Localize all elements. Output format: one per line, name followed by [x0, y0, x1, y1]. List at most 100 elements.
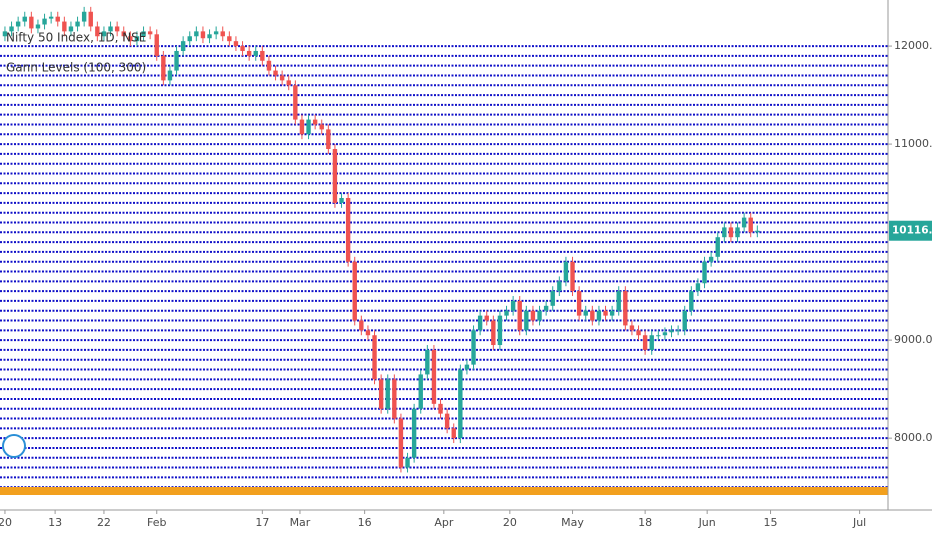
- candle-body: [128, 36, 133, 42]
- candle-body: [365, 330, 371, 336]
- x-tick-label: Apr: [434, 516, 454, 529]
- candle-body: [75, 21, 80, 27]
- candle-body: [227, 36, 232, 42]
- candle-body: [623, 291, 628, 326]
- candle-body: [497, 315, 503, 346]
- candle-body: [286, 80, 291, 86]
- candle-body: [405, 457, 410, 468]
- candle-body: [293, 85, 298, 120]
- x-tick-label: 16: [358, 516, 372, 529]
- gann-layer: [0, 45, 888, 489]
- candle-body: [161, 55, 166, 81]
- candle-body: [616, 291, 621, 311]
- candle-body: [9, 26, 14, 32]
- x-tick-label: Jun: [698, 516, 716, 529]
- candle-body: [312, 119, 318, 125]
- candle-body: [708, 256, 714, 262]
- candle-body: [609, 310, 615, 316]
- bottom-band: [0, 487, 888, 495]
- candle-body: [431, 349, 437, 404]
- candle-body: [194, 31, 199, 37]
- y-tick-label: 12000.00: [894, 39, 932, 52]
- candle-body: [299, 119, 305, 135]
- candle-body: [735, 227, 740, 238]
- series-legend: Nifty 50 Index, 1D, NSE: [6, 31, 146, 45]
- candle-body: [306, 119, 311, 135]
- candle-body: [418, 374, 423, 409]
- candle-body: [563, 261, 569, 282]
- x-tick-label: 15: [764, 516, 778, 529]
- candle-body: [339, 198, 344, 203]
- x-tick-label: 18: [638, 516, 652, 529]
- axes: 12000.00 11000.00 9000.00 8000.00 20 13 22 Feb 1…: [0, 39, 932, 529]
- x-tick-label: 20: [0, 516, 12, 529]
- candle-body: [174, 50, 179, 71]
- candle-body: [755, 230, 760, 233]
- candle-body: [240, 46, 245, 51]
- candle-body: [471, 330, 476, 365]
- candle-body: [101, 31, 107, 37]
- candle-body: [385, 379, 390, 409]
- candle-body: [596, 310, 602, 321]
- candle-body: [147, 31, 153, 35]
- candle-body: [438, 403, 443, 414]
- candle-body: [180, 41, 186, 51]
- candle-body: [530, 310, 536, 321]
- last-price-box: [889, 220, 932, 241]
- y-tick-label: 9000.00: [894, 333, 932, 346]
- gann-legend: Gann Levels (100, 300): [6, 61, 146, 75]
- candle-body: [464, 364, 470, 370]
- candle-body: [715, 237, 720, 257]
- candle-body: [246, 50, 252, 56]
- candle-body: [583, 310, 588, 316]
- y-tick-label: 8000.00: [894, 431, 932, 444]
- candle-body: [451, 428, 456, 439]
- candle-body: [378, 379, 384, 409]
- x-tick-label: Jul: [852, 516, 866, 529]
- plot-area: [0, 0, 888, 495]
- candle-body: [81, 11, 87, 22]
- candle-body: [55, 16, 60, 22]
- candle-body: [662, 332, 668, 336]
- x-tick-label: 20: [503, 516, 517, 529]
- x-tick-label: Mar: [290, 516, 311, 529]
- candle-body: [510, 300, 516, 311]
- candle-body: [253, 50, 258, 56]
- candle-body: [273, 70, 278, 76]
- logo: [2, 434, 26, 458]
- candle-body: [728, 227, 734, 238]
- candle-body: [48, 16, 54, 19]
- x-tick-label: 22: [97, 516, 111, 529]
- candle-body: [233, 41, 239, 47]
- candle-body: [576, 291, 582, 316]
- candle-body: [603, 310, 608, 316]
- candle-body: [319, 124, 324, 130]
- candle-body: [35, 24, 41, 29]
- candle-body: [207, 34, 212, 39]
- x-tick-label: 17: [255, 516, 269, 529]
- candle-body: [722, 227, 727, 238]
- candle-body: [484, 315, 489, 321]
- candle-body: [141, 31, 146, 37]
- candle-body: [702, 261, 707, 284]
- candle-body: [345, 198, 351, 262]
- candle-body: [557, 281, 562, 292]
- candle-body: [629, 325, 635, 331]
- y-tick-label: 11000.00: [894, 137, 932, 150]
- candle-body: [108, 26, 113, 32]
- candle-body: [88, 11, 93, 27]
- candle-body: [326, 129, 331, 149]
- candle-body: [695, 283, 701, 292]
- candle-body: [649, 335, 654, 350]
- candle-body: [22, 16, 27, 22]
- candle-body: [279, 75, 285, 81]
- candle-body: [675, 330, 681, 332]
- candle-body: [656, 335, 661, 337]
- candle-body: [392, 379, 397, 419]
- candle-body: [444, 413, 450, 429]
- candle-body: [682, 310, 687, 331]
- candle-body: [62, 21, 67, 32]
- candle-body: [477, 315, 483, 331]
- candle-body: [121, 31, 126, 37]
